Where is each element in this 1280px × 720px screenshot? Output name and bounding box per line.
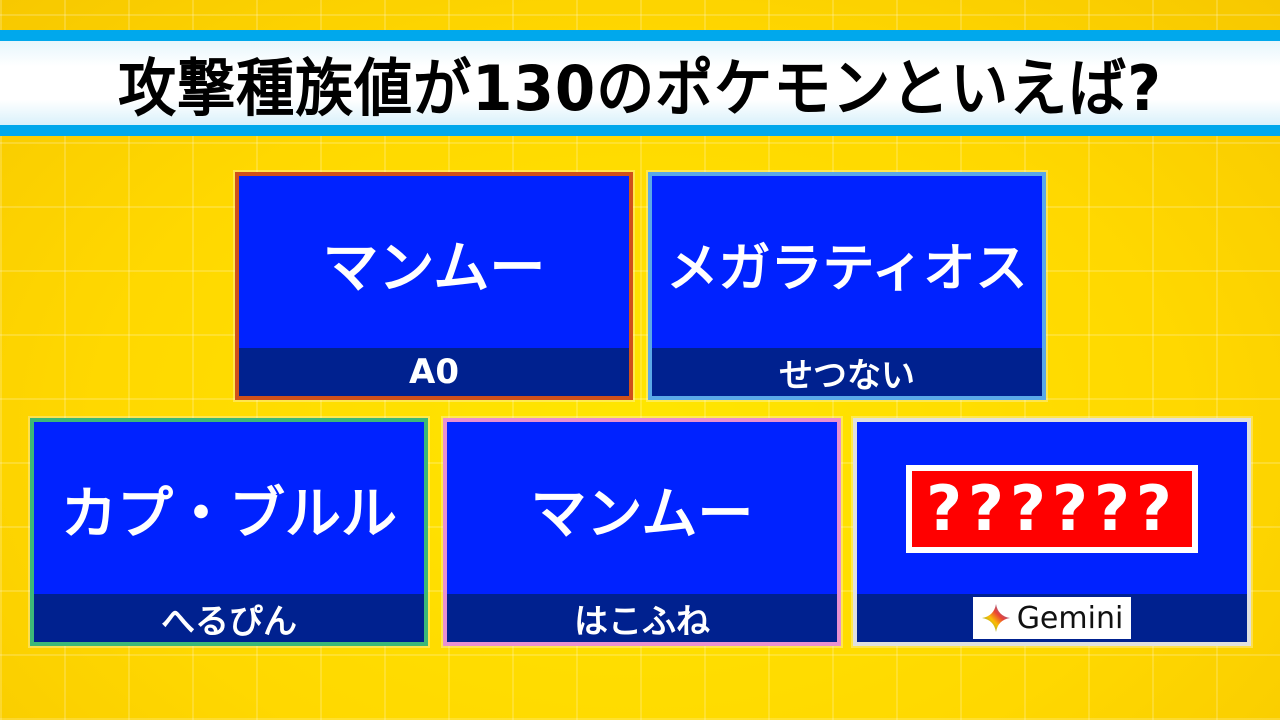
answer-card-3: カプ・ブルル へるぴん xyxy=(30,418,428,646)
player-name: せつない xyxy=(652,348,1042,396)
answer-card-2: メガラティオス せつない xyxy=(648,172,1046,400)
answer-card-1: マンムー A0 xyxy=(235,172,633,400)
answer-text: カプ・ブルル xyxy=(61,481,397,547)
hidden-answer-text: ?????? xyxy=(912,471,1192,547)
answer-text: マンムー xyxy=(530,481,754,547)
gemini-logo: Gemini xyxy=(972,597,1132,639)
player-label: Gemini xyxy=(857,594,1247,642)
answer-card-4: マンムー はこふね xyxy=(443,418,841,646)
title-bar: 攻撃種族値が130のポケモンといえば? xyxy=(0,30,1280,136)
answer-card-5: ?????? Gemini xyxy=(853,418,1251,646)
answer-text: マンムー xyxy=(322,235,546,301)
question-title: 攻撃種族値が130のポケモンといえば? xyxy=(118,51,1162,126)
player-name: A0 xyxy=(239,348,629,396)
player-name: はこふね xyxy=(447,594,837,642)
gemini-sparkle-icon xyxy=(981,604,1010,632)
answer-text: メガラティオス xyxy=(666,238,1028,299)
player-name: Gemini xyxy=(1016,600,1124,636)
hidden-answer: ?????? xyxy=(857,422,1247,596)
player-name: へるぴん xyxy=(34,594,424,642)
